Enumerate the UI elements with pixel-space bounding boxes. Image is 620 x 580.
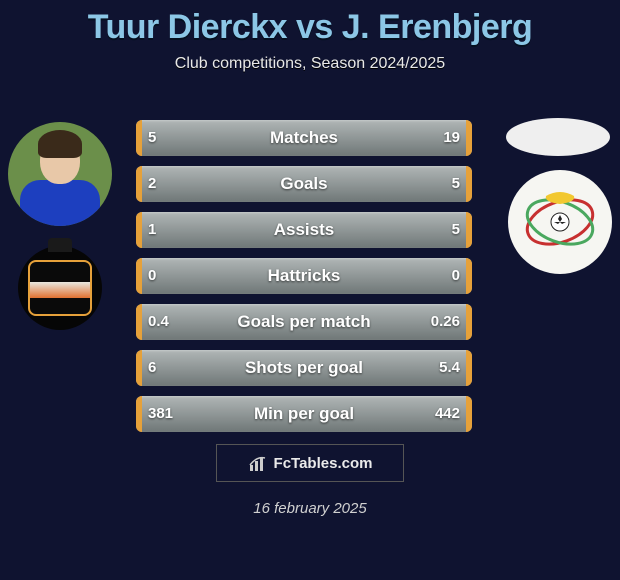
stat-row: 0.4 Goals per match 0.26 <box>136 304 472 340</box>
stat-right-value: 5.4 <box>439 350 460 386</box>
player1-photo <box>8 122 112 226</box>
date-label: 16 february 2025 <box>0 500 620 517</box>
stat-label: Hattricks <box>136 258 472 294</box>
stat-label: Matches <box>136 120 472 156</box>
page-title: Tuur Dierckx vs J. Erenbjerg <box>0 0 620 47</box>
stat-row: 5 Matches 19 <box>136 120 472 156</box>
stat-label: Assists <box>136 212 472 248</box>
stat-right-value: 0 <box>452 258 460 294</box>
stat-label: Goals per match <box>136 304 472 340</box>
stat-label: Shots per goal <box>136 350 472 386</box>
stat-right-value: 19 <box>443 120 460 156</box>
stat-right-value: 5 <box>452 166 460 202</box>
stat-right-value: 5 <box>452 212 460 248</box>
stats-bars: 5 Matches 19 2 Goals 5 1 Assists 5 0 Hat… <box>136 120 472 442</box>
stat-right-value: 442 <box>435 396 460 432</box>
player1-club-badge <box>18 246 102 330</box>
subtitle: Club competitions, Season 2024/2025 <box>0 55 620 73</box>
stat-right-value: 0.26 <box>431 304 460 340</box>
player2-club-badge <box>508 170 612 274</box>
stat-label: Goals <box>136 166 472 202</box>
left-images <box>8 122 112 330</box>
fctables-watermark: FcTables.com <box>216 444 404 482</box>
stat-row: 1 Assists 5 <box>136 212 472 248</box>
fctables-logo-icon <box>248 453 268 473</box>
stat-row: 2 Goals 5 <box>136 166 472 202</box>
stat-row: 6 Shots per goal 5.4 <box>136 350 472 386</box>
fctables-label: FcTables.com <box>274 455 373 472</box>
player2-photo-placeholder <box>506 118 610 156</box>
stat-label: Min per goal <box>136 396 472 432</box>
stat-row: 0 Hattricks 0 <box>136 258 472 294</box>
stat-row: 381 Min per goal 442 <box>136 396 472 432</box>
